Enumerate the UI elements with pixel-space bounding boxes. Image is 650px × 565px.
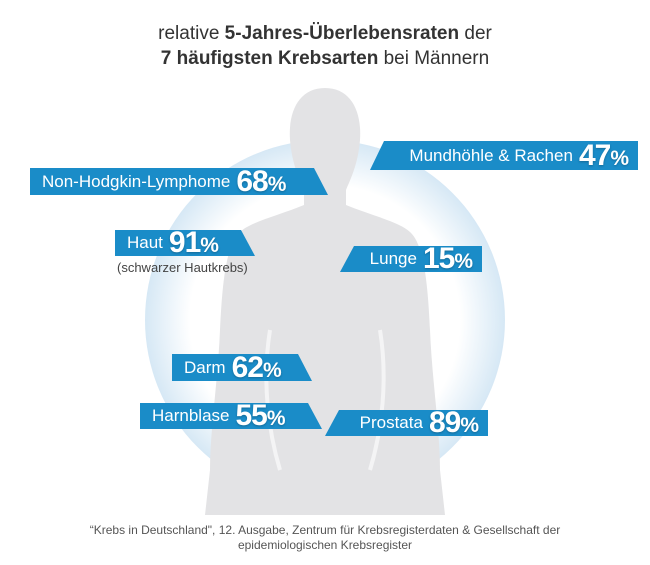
banner-prostata: Prostata 89% — [325, 410, 488, 436]
label: Mundhöhle & Rachen — [409, 145, 573, 165]
value: 47% — [578, 138, 629, 172]
label: Harnblase — [152, 406, 230, 425]
banner-lunge: Lunge 15% — [340, 246, 482, 272]
label: Prostata — [359, 413, 423, 432]
value: 62% — [231, 350, 281, 384]
title-line-1: relative 5-Jahres-Überlebensraten der — [158, 23, 492, 44]
banner-harnblase: Harnblase 55% — [140, 403, 322, 429]
banner-darm: Darm 62% — [172, 354, 312, 381]
value: 91% — [168, 226, 218, 259]
value: 68% — [236, 164, 286, 198]
haut-note: (schwarzer Hautkrebs) — [117, 260, 248, 275]
source-line-1: “Krebs in Deutschland", 12. Ausgabe, Zen… — [89, 523, 561, 537]
value: 55% — [235, 399, 285, 432]
title-line-2: 7 häufigsten Krebsarten bei Männern — [160, 48, 490, 69]
label: Haut — [127, 233, 163, 252]
source-line-2: epidemiologischen Krebsregister — [237, 538, 413, 552]
value: 89% — [428, 406, 479, 439]
banner-haut: Haut 91% — [115, 230, 255, 256]
banner-mundhoehle-rachen: Mundhöhle & Rachen 47% — [370, 141, 638, 170]
value: 15% — [422, 242, 473, 275]
banner-non-hodgkin-lymphome: Non-Hodgkin-Lymphome 68% — [30, 168, 328, 195]
label: Darm — [184, 357, 226, 377]
label: Non-Hodgkin-Lymphome — [42, 171, 231, 191]
source-citation: “Krebs in Deutschland", 12. Ausgabe, Zen… — [0, 523, 650, 553]
label: Lunge — [369, 249, 417, 268]
